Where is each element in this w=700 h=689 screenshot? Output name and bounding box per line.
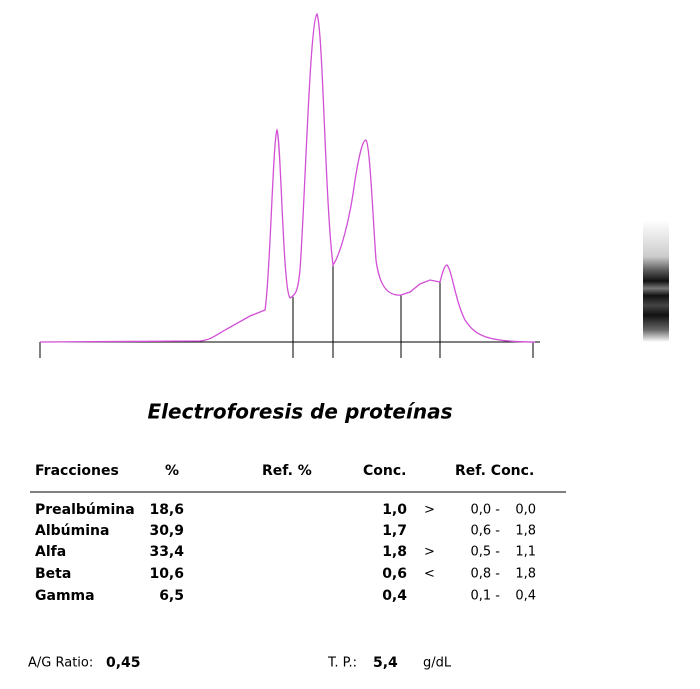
ref-low: 0,6 - <box>471 524 501 539</box>
conc: 1,0 <box>382 502 407 518</box>
column-header: Fracciones <box>35 463 119 479</box>
flag: > <box>424 503 435 518</box>
ref-low: 0,5 - <box>471 545 501 560</box>
percent: 30,9 <box>149 523 184 539</box>
ag-value: 0,45 <box>106 655 141 671</box>
column-header: % <box>165 463 179 479</box>
column-header: Ref. % <box>262 463 312 479</box>
tp-label: T. P.: <box>327 656 357 671</box>
column-header: Ref. Conc. <box>455 463 534 479</box>
footer: A/G Ratio: 0,45 T. P.: 5,4 g/dL <box>28 655 452 671</box>
conc: 0,4 <box>382 588 407 604</box>
ref-high: 1,8 <box>515 524 536 539</box>
ref-low: 0,8 - <box>471 567 501 582</box>
gel-band <box>643 220 669 342</box>
ref-low: 0,0 - <box>471 503 501 518</box>
tp-value: 5,4 <box>373 655 398 671</box>
ref-high: 0,0 <box>515 503 536 518</box>
conc: 1,8 <box>382 544 407 560</box>
fraction-name: Alfa <box>35 544 66 560</box>
ref-high: 1,1 <box>515 545 536 560</box>
fraction-name: Gamma <box>35 588 95 604</box>
ref-high: 1,8 <box>515 567 536 582</box>
ref-high: 0,4 <box>515 589 536 604</box>
fraction-name: Beta <box>35 566 71 582</box>
conc: 1,7 <box>382 523 407 539</box>
fraction-name: Prealbúmina <box>35 502 135 518</box>
ref-low: 0,1 - <box>471 589 501 604</box>
flag: < <box>424 567 435 582</box>
fraction-name: Albúmina <box>35 523 109 539</box>
column-header: Conc. <box>363 463 406 479</box>
curve <box>39 12 536 343</box>
electropherogram <box>39 12 540 358</box>
tp-unit: g/dL <box>423 656 452 671</box>
percent: 18,6 <box>149 502 184 518</box>
flag: > <box>424 545 435 560</box>
conc: 0,6 <box>382 566 407 582</box>
ag-label: A/G Ratio: <box>28 656 93 671</box>
title: Electroforesis de proteínas <box>148 400 453 424</box>
percent: 33,4 <box>149 544 184 560</box>
percent: 6,5 <box>159 588 184 604</box>
percent: 10,6 <box>149 566 184 582</box>
